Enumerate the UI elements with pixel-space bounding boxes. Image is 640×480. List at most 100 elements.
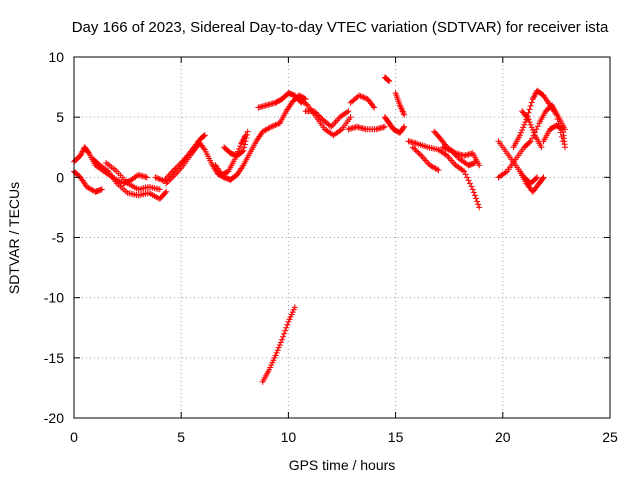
data-point (345, 108, 352, 115)
data-point (242, 138, 249, 145)
series-arc-6 (296, 96, 354, 139)
series-arc-2b (163, 141, 202, 187)
data-point (526, 139, 533, 146)
data-point (173, 164, 180, 171)
series-arc-9c (392, 90, 408, 118)
data-point (385, 77, 392, 84)
data-point (521, 121, 528, 128)
data-point (241, 144, 248, 151)
data-point (384, 76, 391, 83)
data-point (357, 93, 364, 100)
data-point (275, 344, 282, 351)
data-point (412, 147, 419, 154)
x-tick-label: 15 (388, 429, 404, 445)
data-point (278, 336, 285, 343)
data-point (276, 341, 283, 348)
x-tick-label: 20 (495, 429, 511, 445)
data-point (271, 122, 278, 129)
data-point (415, 149, 422, 156)
data-point (476, 204, 483, 211)
data-point (370, 103, 377, 110)
data-point (163, 180, 170, 187)
data-point (171, 166, 178, 173)
series-arc-1d (103, 159, 163, 193)
series-arc-10 (405, 138, 483, 211)
data-point (200, 133, 207, 140)
data-point (200, 145, 207, 152)
data-point (302, 96, 309, 103)
data-point (241, 141, 248, 148)
series-arc-3c (221, 128, 251, 159)
data-point (162, 189, 169, 196)
data-point (525, 109, 532, 116)
series-arc-8 (345, 123, 388, 133)
data-point (414, 148, 421, 155)
data-point (409, 144, 416, 151)
data-point (77, 152, 84, 159)
series-arc-9 (381, 114, 408, 136)
data-point (441, 144, 448, 151)
data-point (371, 104, 378, 111)
data-point (534, 174, 541, 181)
data-point (167, 176, 174, 183)
data-point (315, 112, 322, 119)
data-point (461, 168, 468, 175)
data-point (316, 113, 323, 120)
data-point (527, 102, 534, 109)
data-point (313, 110, 320, 117)
y-axis-label: SDTVAR / TECUs (6, 182, 22, 294)
data-point (156, 186, 163, 193)
data-point (272, 121, 279, 128)
data-point (347, 114, 354, 121)
series-arc-11e (540, 122, 568, 151)
data-point (273, 121, 280, 128)
data-point (269, 123, 276, 130)
data-point (528, 124, 535, 131)
data-point (444, 146, 451, 153)
data-point (201, 132, 208, 139)
data-points (71, 74, 568, 385)
data-point (442, 145, 449, 152)
series-arc-11 (495, 138, 541, 187)
data-point (268, 123, 275, 130)
data-point (244, 128, 251, 135)
data-point (78, 151, 85, 158)
y-tick-label: -20 (44, 410, 64, 426)
series-arc-10d (439, 144, 478, 169)
data-point (283, 324, 290, 331)
data-point (454, 153, 461, 160)
data-point (554, 116, 561, 123)
data-point (411, 145, 418, 152)
data-point (526, 119, 533, 126)
data-point (518, 129, 525, 136)
data-point (531, 91, 538, 98)
y-tick-label: 0 (56, 169, 64, 185)
data-point (531, 93, 538, 100)
data-point (155, 175, 162, 182)
data-point (445, 146, 452, 153)
data-point (502, 169, 509, 176)
data-point (153, 174, 160, 181)
data-point (416, 151, 423, 158)
series-arc-10b (409, 144, 442, 174)
data-point (466, 180, 473, 187)
data-point (540, 174, 547, 181)
data-point (236, 145, 243, 152)
data-point (79, 148, 86, 155)
y-tick-label: -15 (44, 350, 64, 366)
data-point (360, 94, 367, 101)
data-point (243, 135, 250, 142)
data-point (282, 327, 289, 334)
data-point (381, 123, 388, 130)
data-point (539, 175, 546, 182)
data-point (473, 195, 479, 202)
data-point (516, 132, 523, 139)
chart-title: Day 166 of 2023, Sidereal Day-to-day VTE… (72, 19, 609, 36)
data-point (464, 174, 471, 181)
data-point (558, 125, 565, 132)
data-point (318, 115, 325, 122)
axis-ticks: 0 5 10 15 20 25 -20 -15 -10 -5 0 5 10 (44, 49, 618, 445)
data-point (166, 177, 173, 184)
data-point (238, 140, 245, 147)
series-arc-1c (90, 156, 170, 202)
